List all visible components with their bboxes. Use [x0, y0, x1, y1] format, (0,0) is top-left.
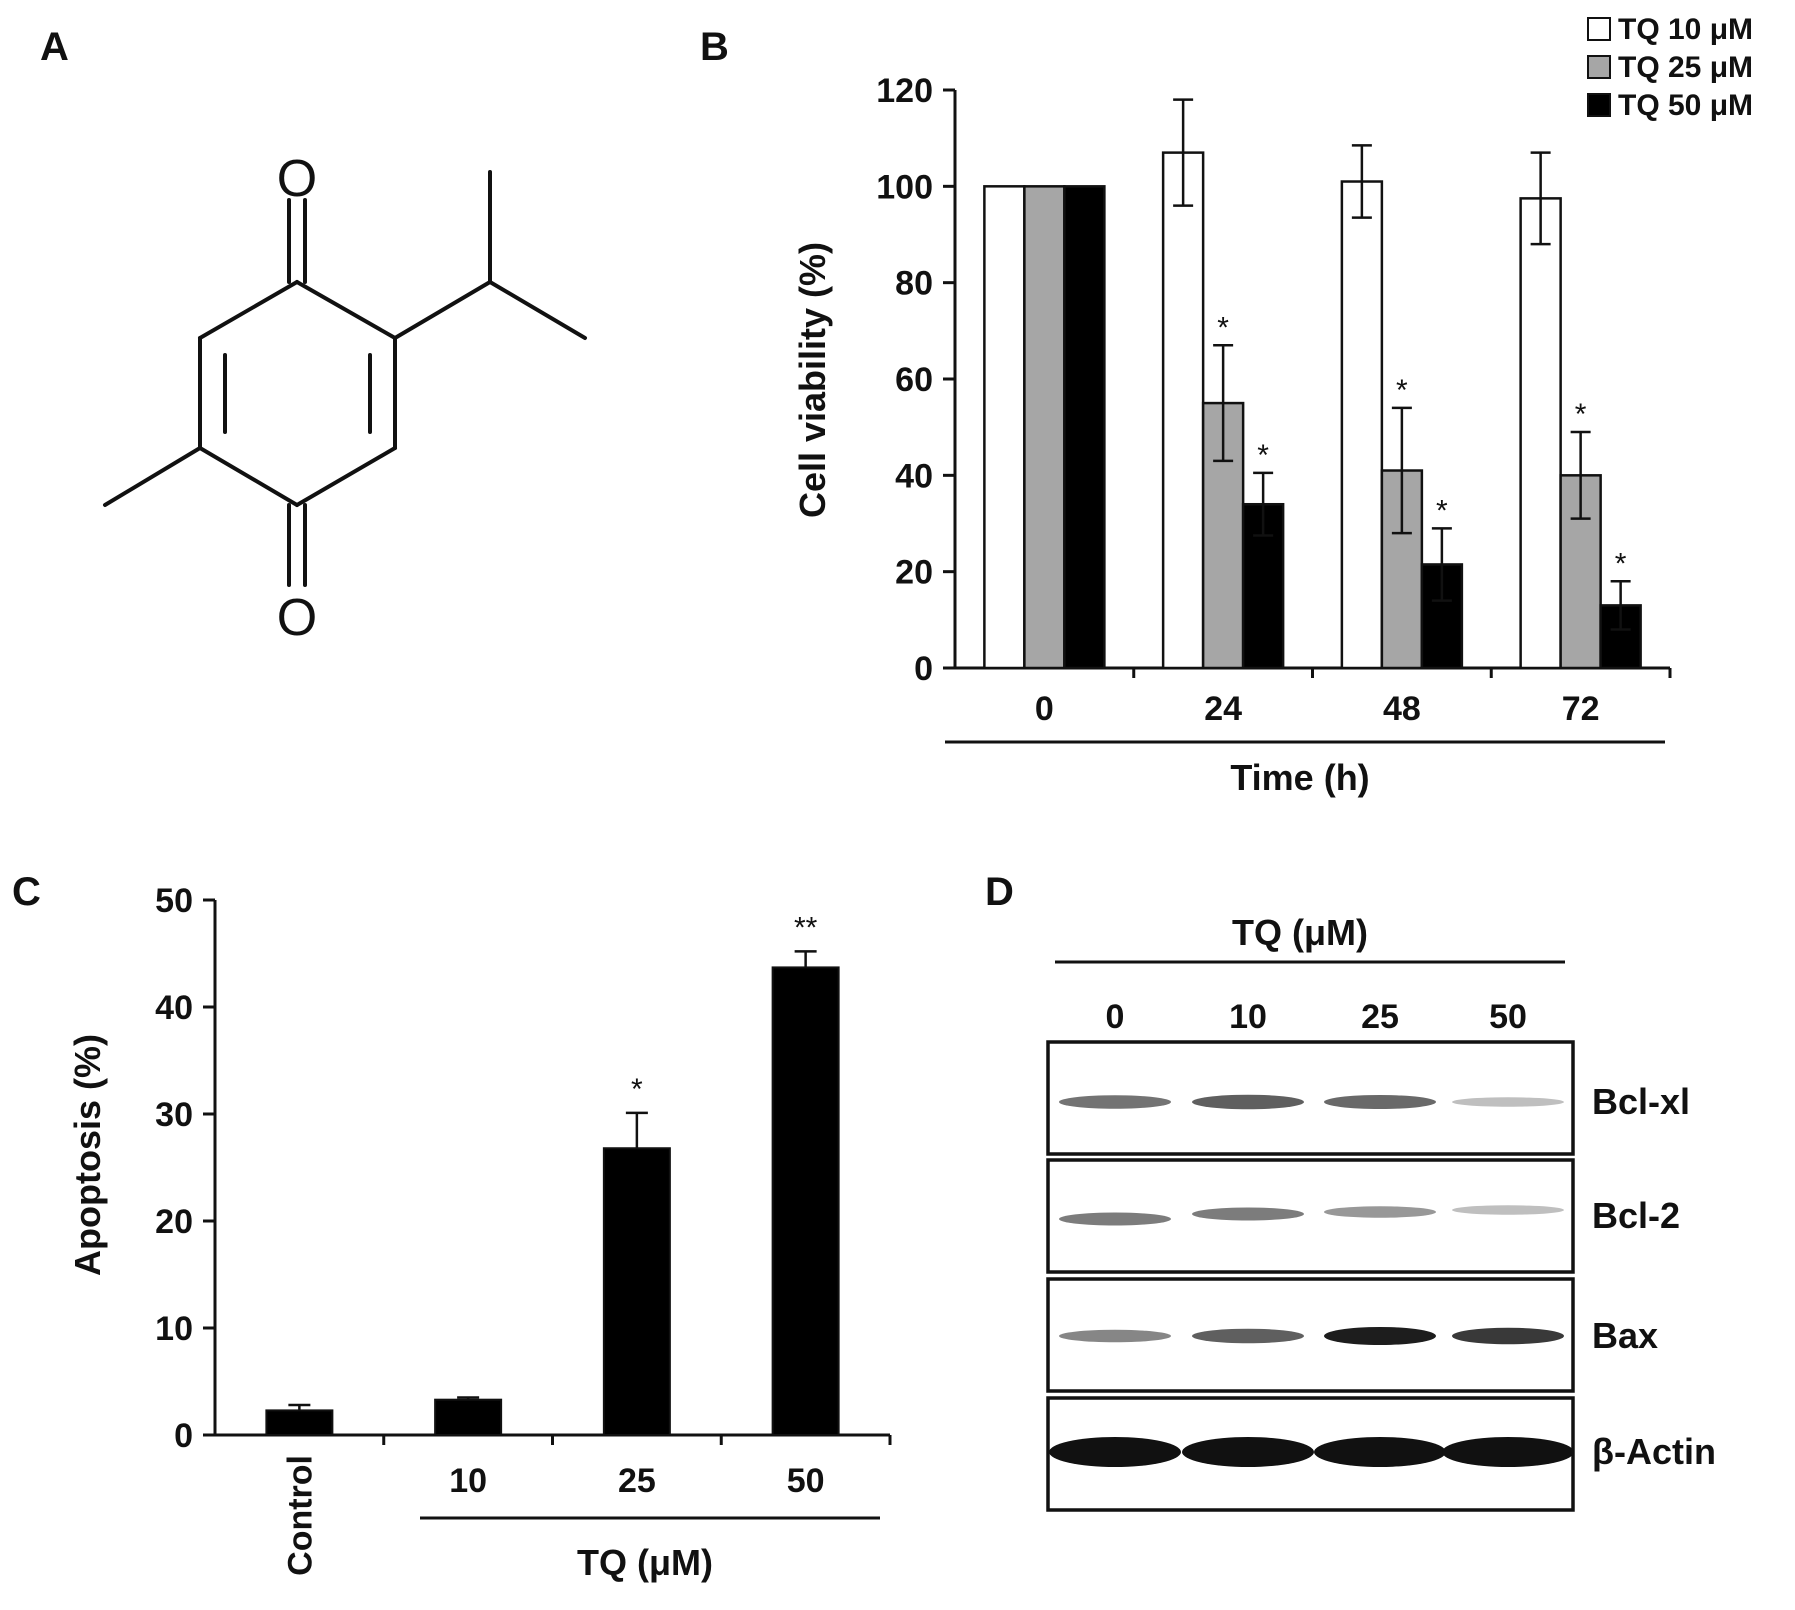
chart-b-significance: * — [1436, 494, 1448, 527]
chart-b-xtick-label: 48 — [1383, 690, 1421, 728]
chart-b-significance: * — [1615, 547, 1627, 580]
blot-band — [1059, 1212, 1171, 1226]
chart-b-ytick-label: 100 — [876, 168, 933, 206]
blot-band — [1324, 1206, 1436, 1218]
blot-lane-label: 50 — [1489, 998, 1527, 1036]
chart-c-ytick-label: 30 — [155, 1096, 193, 1134]
panel-label-d: D — [985, 870, 1014, 914]
chart-b-bar — [1161, 151, 1205, 670]
blot-band — [1324, 1327, 1436, 1345]
chart-c-bar — [771, 966, 840, 1436]
blot-row-label: Bcl-2 — [1592, 1195, 1680, 1236]
panel-label-a: A — [40, 25, 69, 69]
chemical-structure — [103, 170, 587, 587]
chart-b-xtick-label: 72 — [1562, 690, 1600, 728]
legend-entry: TQ 50 μM — [1618, 89, 1753, 122]
blot-row-label: Bcl-xl — [1592, 1081, 1690, 1122]
chart-c-ylabel: Apoptosis (%) — [67, 1034, 108, 1276]
chart-b: 0 20 40 60 80 100 120 0 24 * * 48 * * 72 * * TQ 10 μM TQ 2… — [876, 13, 1753, 744]
blot-band — [1452, 1327, 1564, 1345]
blot-row-label: β-Actin — [1592, 1431, 1716, 1472]
chart-b-xtick-label: 24 — [1204, 690, 1242, 728]
chart-c-xtick-label: 50 — [787, 1462, 825, 1500]
chart-c-significance: ** — [794, 911, 818, 944]
blot-row-label: Bax — [1592, 1315, 1658, 1356]
chart-b-significance: * — [1396, 374, 1408, 407]
oxygen-bottom: O — [277, 589, 317, 647]
blot-band — [1314, 1437, 1446, 1467]
chart-b-ytick-label: 0 — [914, 650, 933, 688]
chart-c-ytick-label: 0 — [174, 1417, 193, 1455]
chart-c-ytick-label: 40 — [155, 989, 193, 1027]
chart-b-bar — [983, 185, 1026, 670]
chart-b-bar — [1340, 180, 1384, 670]
chart-c-bar — [265, 1409, 334, 1437]
blot-lane-label: 10 — [1229, 998, 1267, 1036]
chart-b-ytick-label: 60 — [895, 361, 933, 399]
blot-band — [1182, 1437, 1314, 1467]
chart-c-ytick-label: 20 — [155, 1203, 193, 1241]
blot-band — [1059, 1329, 1171, 1343]
panel-label-c: C — [12, 870, 41, 914]
chart-c-ytick-label: 50 — [155, 882, 193, 920]
chart-b-bar — [1519, 197, 1562, 670]
blot-band — [1192, 1207, 1304, 1221]
western-blot: 0 10 25 50 Bcl-xl Bcl-2 Bax β-Actin — [1046, 960, 1716, 1512]
blot-band — [1059, 1095, 1171, 1109]
chart-b-bar — [1063, 185, 1106, 670]
chart-b-ytick-label: 120 — [876, 72, 933, 110]
chart-b-ylabel: Cell viability (%) — [792, 242, 833, 518]
chart-b-ytick-label: 80 — [895, 265, 933, 303]
blot-lane-label: 25 — [1361, 998, 1399, 1036]
chart-b-bar — [1420, 563, 1464, 670]
chart-c: 0 10 20 30 40 50 Control 10 * 25 ** 50 — [155, 882, 892, 1576]
blot-band — [1192, 1094, 1304, 1110]
legend-swatch — [1587, 55, 1611, 79]
chart-b-significance: * — [1575, 398, 1587, 431]
blot-band — [1324, 1095, 1436, 1109]
chart-c-xtick-label: Control — [281, 1455, 319, 1576]
legend-swatch — [1587, 93, 1611, 117]
blot-lane-label: 0 — [1106, 998, 1125, 1036]
chart-c-significance: * — [631, 1073, 643, 1106]
chart-c-bar — [602, 1147, 671, 1436]
oxygen-top: O — [277, 150, 317, 208]
legend-swatch — [1587, 17, 1611, 41]
chart-c-xlabel: TQ (μM) — [577, 1542, 713, 1583]
blot-band — [1452, 1205, 1564, 1215]
legend-entry: TQ 25 μM — [1618, 51, 1753, 84]
chart-b-significance: * — [1217, 311, 1229, 344]
panel-label-b: B — [700, 25, 729, 69]
chart-b-xlabel: Time (h) — [1230, 757, 1369, 798]
blot-band — [1049, 1437, 1181, 1467]
blot-band — [1442, 1437, 1574, 1467]
chart-c-xtick-label: 25 — [618, 1462, 656, 1500]
blot-band — [1192, 1328, 1304, 1344]
chart-b-ytick-label: 20 — [895, 554, 933, 592]
chart-b-significance: * — [1257, 439, 1269, 472]
chart-b-xtick-label: 0 — [1035, 690, 1054, 728]
blot-header: TQ (μM) — [1232, 912, 1368, 953]
chart-c-ytick-label: 10 — [155, 1310, 193, 1348]
chart-c-bar — [434, 1398, 503, 1436]
legend-entry: TQ 10 μM — [1618, 13, 1753, 46]
blot-band — [1452, 1097, 1564, 1107]
chart-b-bar — [1023, 185, 1066, 670]
chart-c-xtick-label: 10 — [449, 1462, 487, 1500]
chart-b-ytick-label: 40 — [895, 457, 933, 495]
